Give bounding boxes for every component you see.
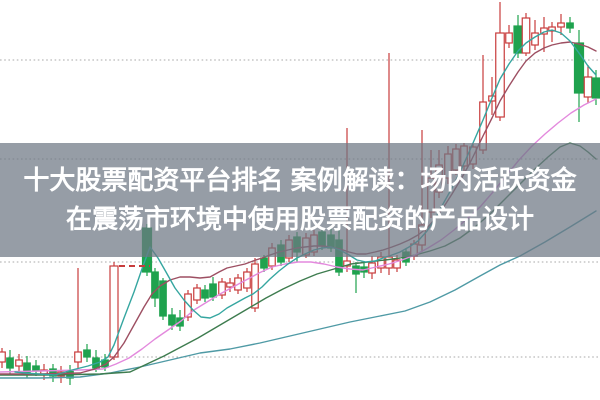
headline-banner: 十大股票配资平台排名 案例解读：场内活跃资金 在震荡市环境中使用股票配资的产品设… xyxy=(0,143,600,257)
headline-line-1: 十大股票配资平台排名 案例解读：场内活跃资金 xyxy=(23,165,577,195)
headline-line-2: 在震荡市环境中使用股票配资的产品设计 xyxy=(65,204,534,234)
